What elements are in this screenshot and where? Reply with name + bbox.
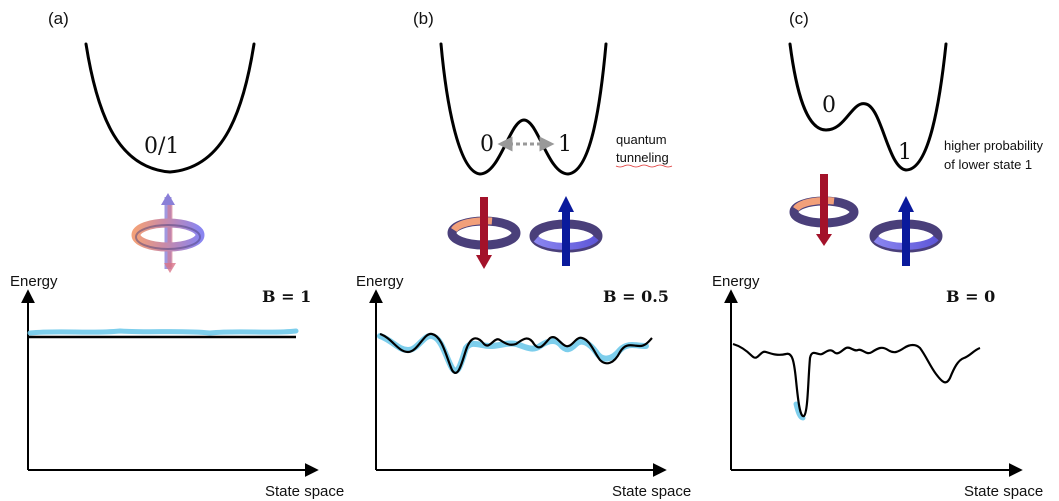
energy-landscape (379, 332, 653, 374)
panel-a: (a) 0/1 Energy B = 1 State space (10, 9, 344, 500)
spin-superposition-icon (131, 193, 205, 273)
energy-glow (27, 328, 299, 336)
x-axis-title: State space (612, 483, 691, 500)
spin-up-icon (869, 196, 943, 266)
energy-landscape (732, 342, 981, 418)
field-label: B = 1 (262, 287, 311, 306)
spin-down-icon (789, 174, 859, 246)
biased-double-well-curve (788, 42, 948, 172)
note-line-2: tunneling (616, 150, 669, 165)
field-label: B = 0 (946, 287, 995, 306)
right-state-label: 1 (558, 132, 572, 157)
panel-c: (c) 0 1 higher probability of lower stat… (712, 9, 1044, 500)
panel-label: (b) (413, 9, 434, 28)
field-label: B = 0.5 (603, 287, 669, 306)
well-state-label: 0/1 (144, 134, 179, 159)
lower-state-label: 1 (898, 140, 912, 165)
double-well-curve (439, 42, 608, 176)
y-axis-title: Energy (356, 273, 404, 290)
energy-glow (793, 401, 806, 421)
upper-state-label: 0 (822, 93, 836, 118)
y-axis-title: Energy (10, 273, 58, 290)
panel-label: (c) (789, 9, 809, 28)
panel-label: (a) (48, 9, 69, 28)
panel-b: (b) 0 1 quantum tunneling Energy B = 0.5… (356, 9, 691, 500)
single-well-curve (84, 42, 256, 174)
left-state-label: 0 (480, 132, 494, 157)
energy-glow (377, 332, 649, 374)
y-axis-title: Energy (712, 273, 760, 290)
spin-down-icon (447, 197, 521, 269)
x-axis-title: State space (964, 483, 1043, 500)
note-line-2: of lower state 1 (944, 157, 1032, 172)
spellcheck-underline (615, 164, 673, 168)
note-line-1: quantum (616, 132, 667, 147)
spin-up-icon (529, 196, 603, 266)
note-line-1: higher probability (944, 138, 1044, 153)
x-axis-title: State space (265, 483, 344, 500)
